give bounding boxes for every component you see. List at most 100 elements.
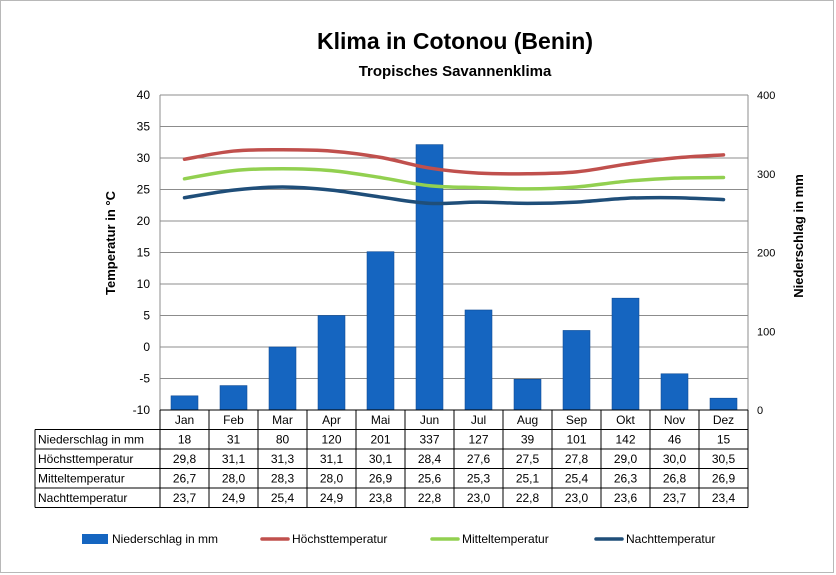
table-cell: 201 [370, 433, 390, 447]
left-axis-title: Temperatur in °C [103, 190, 118, 295]
month-label: Okt [616, 413, 635, 427]
table-cell: 22,8 [418, 491, 442, 505]
right-tick-label: 300 [757, 169, 775, 181]
month-label: Sep [566, 413, 588, 427]
table-cell: 23,6 [614, 491, 638, 505]
right-tick-label: 100 [757, 326, 775, 338]
table-cell: 28,4 [418, 452, 442, 466]
legend: Niederschlag in mm Höchsttemperatur Mittel… [82, 532, 715, 546]
table-cell: 127 [468, 433, 488, 447]
left-tick-label: -5 [139, 372, 150, 386]
table-cell: 18 [178, 433, 192, 447]
table-cell: 28,0 [222, 472, 246, 486]
gridlines [160, 94, 748, 411]
left-tick-label: 35 [137, 120, 151, 134]
chart-title: Klima in Cotonou (Benin) [317, 28, 593, 54]
table-cell: 28,3 [271, 472, 295, 486]
precipitation-bar [562, 330, 591, 411]
chart-subtitle: Tropisches Savannenklima [359, 63, 552, 80]
legend-label: Nachttemperatur [626, 532, 715, 546]
left-tick-label: -10 [133, 403, 151, 417]
precipitation-bar [170, 395, 199, 411]
table-cell: 25,4 [271, 491, 295, 505]
table-cell: 142 [615, 433, 635, 447]
left-tick-label: 25 [137, 183, 151, 197]
table-cell: 23,8 [369, 491, 393, 505]
right-tick-label: 0 [757, 405, 763, 417]
left-axis: -10 -5 0 5 10 15 20 25 30 35 40 [133, 88, 161, 417]
table-cell: 120 [321, 433, 341, 447]
table-cell: 27,5 [516, 452, 540, 466]
month-label: Jul [471, 413, 486, 427]
table-cell: 39 [521, 433, 535, 447]
table-row-label: Niederschlag in mm [38, 433, 144, 447]
legend-label: Mitteltemperatur [462, 532, 549, 546]
temperature-line [182, 166, 726, 191]
left-tick-label: 30 [137, 151, 151, 165]
month-label: Jan [175, 413, 194, 427]
table-cell: 31,3 [271, 452, 295, 466]
precipitation-bar [611, 297, 640, 411]
month-label: Nov [664, 413, 685, 427]
month-label: Dez [713, 413, 734, 427]
temperature-line [182, 148, 726, 176]
table-cell: 29,8 [173, 452, 197, 466]
precipitation-bar [513, 378, 542, 411]
table-cell: 23,7 [173, 491, 197, 505]
table-cell: 23,4 [712, 491, 736, 505]
month-label: Aug [517, 413, 538, 427]
table-cell: 29,0 [614, 452, 638, 466]
table-cell: 31,1 [320, 452, 344, 466]
table-cell: 25,6 [418, 472, 442, 486]
right-tick-label: 400 [757, 90, 775, 102]
table-cell: 22,8 [516, 491, 540, 505]
legend-swatch [82, 534, 108, 544]
month-label: Mar [272, 413, 293, 427]
table-cell: 15 [717, 433, 731, 447]
table-cell: 80 [276, 433, 290, 447]
precipitation-bar [219, 385, 248, 411]
table-cell: 30,1 [369, 452, 393, 466]
left-tick-label: 10 [137, 277, 151, 291]
precipitation-bar [709, 397, 738, 411]
table-cell: 337 [419, 433, 439, 447]
precipitation-bar [268, 346, 297, 411]
table-cell: 27,8 [565, 452, 589, 466]
table-row-label: Mitteltemperatur [38, 472, 125, 486]
table-cell: 26,3 [614, 472, 638, 486]
table-cell: 24,9 [320, 491, 344, 505]
table-cell: 23,0 [467, 491, 491, 505]
table-cell: 31,1 [222, 452, 246, 466]
left-tick-label: 20 [137, 214, 151, 228]
table-row-label: Höchsttemperatur [38, 452, 133, 466]
table-cell: 26,8 [663, 472, 687, 486]
table-cell: 31 [227, 433, 241, 447]
left-tick-label: 5 [143, 309, 150, 323]
table-cell: 25,1 [516, 472, 540, 486]
table-cell: 101 [566, 433, 586, 447]
table-cell: 24,9 [222, 491, 246, 505]
table-cell: 25,4 [565, 472, 589, 486]
table-cell: 25,3 [467, 472, 491, 486]
table-row-label: Nachttemperatur [38, 491, 127, 505]
precipitation-bars [170, 144, 738, 411]
legend-label: Höchsttemperatur [292, 532, 387, 546]
month-label: Feb [223, 413, 244, 427]
table-cell: 23,7 [663, 491, 687, 505]
data-table: Jan Feb Mar Apr Mai Jun Jul Aug Sep Okt Nov Dez Nied… [34, 409, 749, 508]
right-tick-label: 200 [757, 248, 775, 260]
table-cell: 26,7 [173, 472, 197, 486]
precipitation-bar [415, 144, 444, 411]
temperature-line [182, 185, 726, 206]
table-cell: 26,9 [712, 472, 736, 486]
right-axis: 0 100 200 300 400 [747, 90, 775, 417]
month-label: Jun [420, 413, 439, 427]
month-label: Apr [322, 413, 341, 427]
table-cell: 28,0 [320, 472, 344, 486]
table-cell: 30,0 [663, 452, 687, 466]
precipitation-bar [317, 315, 346, 411]
table-cell: 26,9 [369, 472, 393, 486]
left-tick-label: 15 [137, 246, 151, 260]
precipitation-bar [366, 251, 395, 411]
month-label: Mai [371, 413, 390, 427]
